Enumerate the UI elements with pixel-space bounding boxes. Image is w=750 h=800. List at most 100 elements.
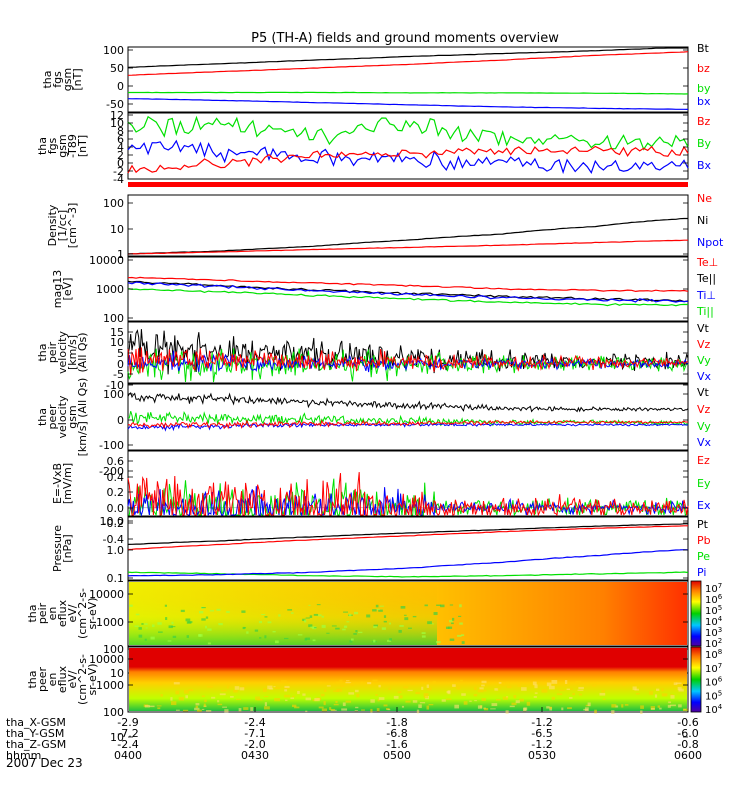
footer: 0400 0430 0500 0530 0600 tha_X-GSM -2.9 -2.4 -1… — [6, 707, 702, 770]
series-line-Vy — [128, 410, 689, 427]
y-axis: 100 0 -100 -200 — [99, 388, 688, 478]
colorbar-tick-label: 104 — [705, 703, 723, 716]
panel-7: Ez Ey Ex 0.6 0.4 0.2 0.0 -0.2 -0.4 E=-VxB[mV/m] — [51, 450, 711, 546]
y-tick-label: -5 — [113, 368, 124, 381]
y-axis-label: thapeervelocitygsm[km/s] (All Qs) — [36, 378, 89, 457]
legend-label: Ez — [697, 454, 710, 467]
y-axis-label: Pressure[nPa] — [51, 525, 74, 572]
y-tick-label: 10 — [110, 117, 124, 130]
footer-row-label: hhmm — [6, 749, 41, 762]
footer-row-label: tha_Z-GSM — [6, 738, 66, 751]
y-axis-label: thapeirvelocity[km/s](All Qs) — [36, 331, 89, 374]
footer-row-value: -1.2 — [531, 738, 552, 751]
footer-row-value: -0.8 — [677, 738, 698, 751]
y-axis-label: Density[1/cc][cm^-3] — [46, 203, 79, 249]
y-axis-label: thapeerenefluxeV/(cm^2-s-sr-eV) — [26, 654, 99, 705]
y-tick-label: 100 — [103, 388, 124, 401]
legend-label: Vt — [697, 386, 710, 399]
panel-frame — [127, 450, 689, 517]
legend: Vt Vz Vy Vx — [697, 322, 712, 383]
footer-row-value: -2.0 — [244, 738, 265, 751]
y-axis: 10.0 1.0 0.1 — [100, 515, 688, 585]
y-axis-label: mag13[eV] — [51, 270, 74, 308]
y-tick-label: 15 — [110, 326, 124, 339]
legend-label: By — [697, 137, 712, 150]
panel-6: Vt Vz Vy Vx 100 0 -100 -200 thapeervelocitygsm[k… — [36, 378, 712, 478]
y-axis: 100 10 1 — [103, 197, 688, 261]
legend-label: bx — [697, 95, 711, 108]
y-tick-label: 8 — [117, 125, 124, 138]
y-tick-label: 100 — [103, 706, 124, 719]
y-tick-label: 10.0 — [100, 515, 125, 528]
y-tick-label: 1000 — [96, 283, 124, 296]
y-tick-label: 100 — [103, 312, 124, 325]
y-tick-label: -200 — [99, 465, 124, 478]
flag-bar — [128, 182, 688, 187]
colorbar-tick-label: 106 — [705, 676, 723, 689]
y-axis: 10000 1000 100 10 — [89, 588, 688, 680]
legend-label: Ni — [697, 214, 708, 227]
series-line-Vt — [127, 329, 689, 375]
date-label: 2007 Dec 23 — [6, 756, 83, 770]
legend: Vt Vz Vy Vx — [697, 386, 712, 449]
series-line-Pe — [127, 571, 689, 578]
panel-frame — [127, 646, 689, 713]
panel-3: Ne Ni Npot 100 10 1 Density[1/cc][cm^-3] — [46, 192, 724, 261]
spectrogram — [129, 582, 687, 645]
series-line-bz — [127, 51, 689, 76]
colorbar-tick-label: 108 — [705, 648, 722, 661]
series-line-Ti⊥ — [127, 281, 689, 303]
panel-frame — [127, 46, 689, 113]
y-tick-label: 10000 — [89, 588, 124, 601]
legend-label: Pb — [697, 534, 711, 547]
legend-label: Ex — [697, 499, 711, 512]
y-tick-label: 10000 — [89, 254, 124, 267]
legend: Te⊥ Te|| Ti⊥ Ti|| — [696, 256, 718, 318]
x-tick-label: 0400 — [114, 749, 142, 762]
y-axis-label: thafgsgsm[nT] — [41, 68, 84, 91]
series-line-Vx — [127, 421, 689, 432]
footer-row-value: -1.6 — [386, 738, 407, 751]
panel-frame — [127, 516, 689, 581]
y-tick-label: 4 — [117, 141, 124, 154]
y-tick-label: -0.4 — [103, 533, 124, 546]
y-tick-label: -50 — [106, 98, 124, 111]
panel-frame — [127, 383, 689, 451]
y-tick-label: -4 — [113, 173, 124, 186]
legend-label: Bt — [697, 42, 710, 55]
footer-row-value: -2.4 — [117, 738, 138, 751]
y-axis: 100 50 0 -50 — [103, 44, 688, 111]
series-line-Pt — [127, 523, 688, 545]
y-tick-label: 10 — [110, 731, 124, 744]
legend-label: Npot — [697, 236, 724, 249]
y-axis-label: thafgsgsm-T89[nT] — [36, 134, 89, 158]
y-tick-label: 0 — [117, 80, 124, 93]
legend-label: Vx — [697, 436, 712, 449]
footer-row-value: -2.4 — [244, 716, 265, 729]
legend-label: Vz — [697, 403, 711, 416]
y-axis: 10000 1000 100 10 — [89, 653, 688, 744]
y-tick-label: 10 — [110, 667, 124, 680]
figure-title: P5 (TH-A) fields and ground moments over… — [251, 31, 559, 46]
footer-row-value: -0.6 — [677, 716, 698, 729]
y-tick-label: 100 — [103, 643, 124, 656]
colorbar-tick-label: 105 — [705, 689, 722, 702]
y-tick-label: 0.0 — [107, 502, 125, 515]
y-tick-label: 0 — [117, 358, 124, 371]
panel-8: Pt Pb Pe Pi 10.0 1.0 0.1 Pressure[nPa] — [51, 515, 711, 585]
y-tick-label: 1000 — [96, 616, 124, 629]
legend-label: Ti⊥ — [696, 289, 716, 302]
y-tick-label: 50 — [110, 62, 124, 75]
panel-4: Te⊥ Te|| Ti⊥ Ti|| 10000 1000 100 mag13[eV] — [51, 254, 718, 325]
series-line-Ne — [127, 239, 688, 255]
legend-label: Pi — [697, 566, 706, 579]
series-line-Ti|| — [127, 288, 689, 307]
y-tick-label: 12 — [110, 109, 124, 122]
series-line-Bt — [127, 47, 688, 68]
